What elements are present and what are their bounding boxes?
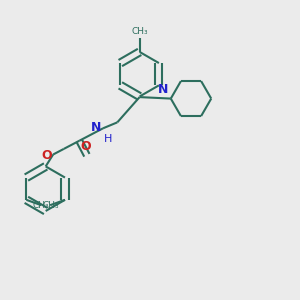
Text: CH₃: CH₃: [131, 27, 148, 36]
Text: H: H: [104, 134, 112, 144]
Text: O: O: [41, 148, 52, 162]
Text: N: N: [91, 121, 102, 134]
Text: CH₃: CH₃: [42, 201, 59, 210]
Text: O: O: [80, 140, 91, 153]
Text: CH₃: CH₃: [32, 201, 49, 210]
Text: N: N: [158, 82, 168, 96]
